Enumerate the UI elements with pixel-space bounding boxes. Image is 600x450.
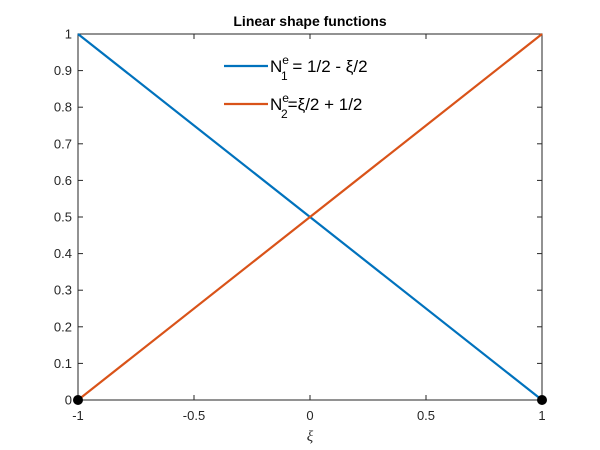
y-tick-label: 1 bbox=[65, 27, 72, 42]
legend-entry: Ne 1 = 1/2 - ξ/2 bbox=[270, 53, 368, 83]
chart-title: Linear shape functions bbox=[233, 13, 386, 29]
series-line bbox=[77, 33, 543, 401]
y-tick-label: 0.2 bbox=[54, 319, 72, 334]
node-markers bbox=[73, 395, 547, 405]
y-tick-label: 0.4 bbox=[54, 246, 72, 261]
y-tick-label: 0.3 bbox=[54, 283, 72, 298]
y-tick-label: 0.8 bbox=[54, 100, 72, 115]
node-marker bbox=[537, 395, 547, 405]
y-tick-label: 0.7 bbox=[54, 136, 72, 151]
x-tick-label: 0.5 bbox=[417, 408, 435, 423]
y-tick-label: 0 bbox=[65, 393, 72, 408]
y-tick-label: 0.6 bbox=[54, 173, 72, 188]
x-tick-label: 1 bbox=[538, 408, 545, 423]
y-tick-label: 0.9 bbox=[54, 63, 72, 78]
plot-lines bbox=[77, 33, 543, 401]
x-tick-label: -0.5 bbox=[183, 408, 205, 423]
legend: Ne 1 = 1/2 - ξ/2 Ne 2=ξ/2 + 1/2 bbox=[224, 53, 368, 121]
legend-entry: Ne 2=ξ/2 + 1/2 bbox=[270, 91, 362, 121]
x-tick-label: -1 bbox=[72, 408, 84, 423]
node-marker bbox=[73, 395, 83, 405]
x-axis-label: ξ bbox=[307, 429, 314, 445]
x-tick-label: 0 bbox=[306, 408, 313, 423]
y-tick-label: 0.1 bbox=[54, 356, 72, 371]
y-tick-label: 0.5 bbox=[54, 210, 72, 225]
